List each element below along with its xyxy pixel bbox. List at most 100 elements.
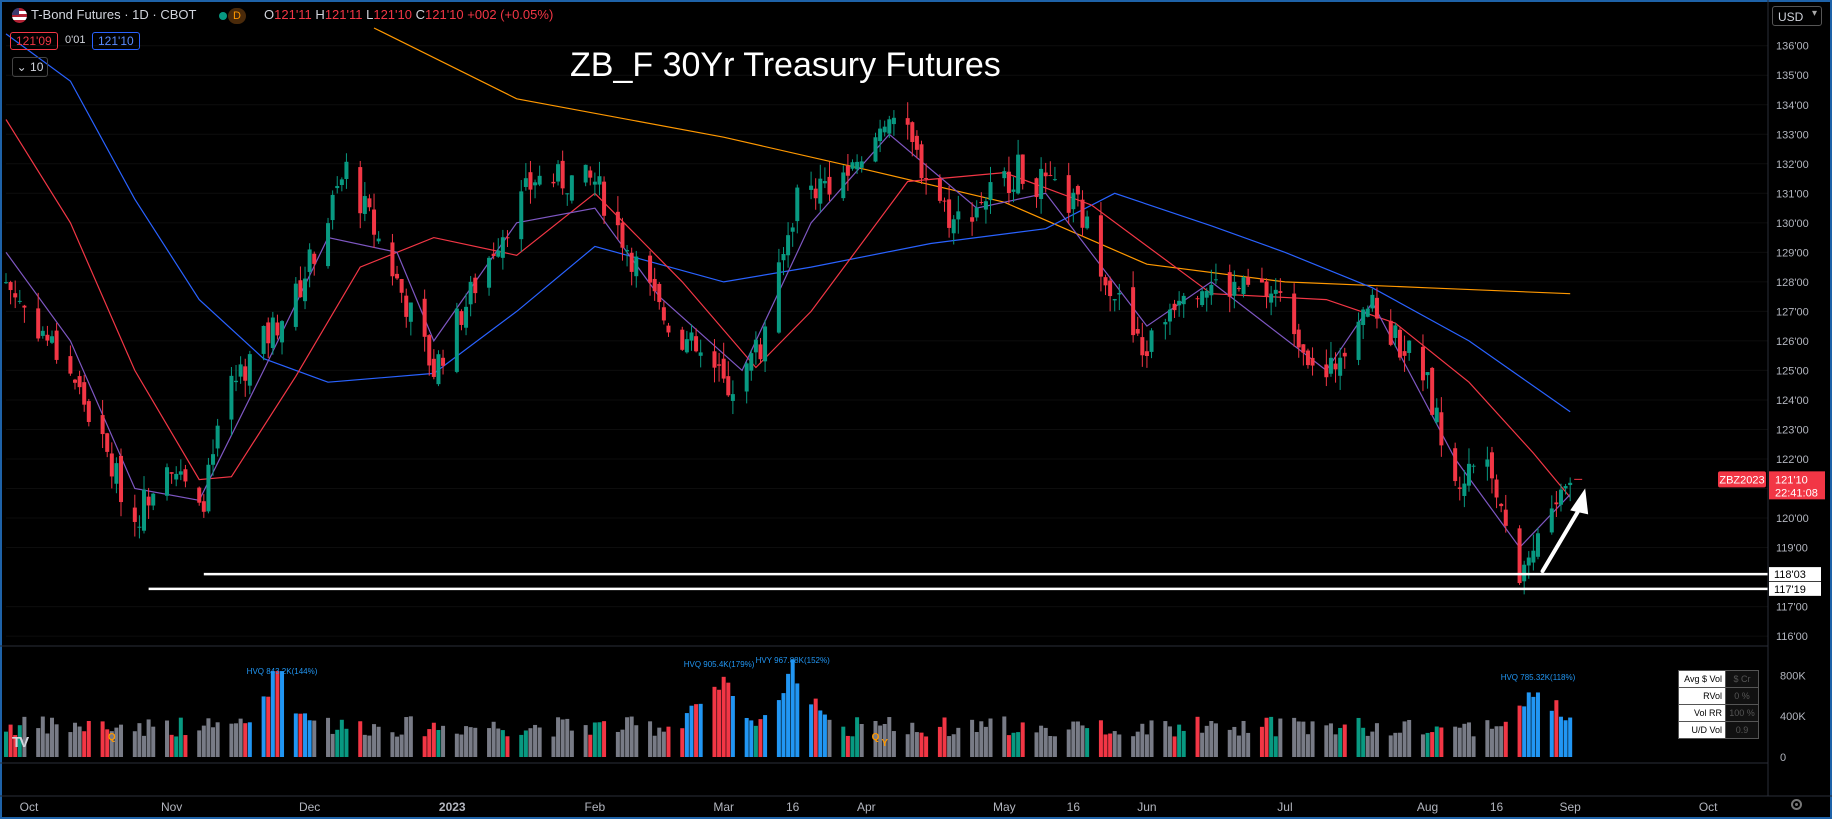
candle-body: [1172, 303, 1177, 311]
volume-bar: [1112, 731, 1117, 757]
candle-body: [813, 188, 818, 199]
volume-bar: [86, 720, 91, 757]
volume-bar: [1388, 735, 1393, 757]
stat-value: 0.9: [1725, 721, 1759, 739]
candle-body: [1471, 465, 1476, 467]
candle-body: [1439, 412, 1444, 446]
volume-bar: [583, 725, 588, 757]
volume-bar: [1039, 725, 1044, 757]
candle-body: [1278, 291, 1283, 293]
indicators-toggle-button[interactable]: ⌄ 10: [12, 57, 48, 77]
volume-bar: [1269, 716, 1274, 757]
volume-bar: [45, 733, 50, 757]
volume-bar: [588, 734, 593, 757]
stat-label: Avg $ Vol: [1678, 670, 1726, 688]
candle-body: [786, 235, 791, 256]
sell-price-button[interactable]: 121'09: [10, 32, 58, 50]
volume-bar: [905, 734, 910, 757]
candle-body: [215, 425, 220, 449]
volume-bar: [339, 719, 344, 757]
market-status-icon: [219, 12, 227, 20]
volume-bar: [1462, 723, 1467, 757]
candle-body: [1066, 175, 1071, 213]
countdown-label: 22:41:08: [1775, 487, 1818, 499]
volume-bar: [238, 718, 243, 757]
volume-bar: [666, 726, 671, 757]
volume-bar: [1568, 717, 1573, 757]
volume-bar: [822, 714, 827, 757]
gear-icon[interactable]: [1791, 799, 1802, 810]
candle-body: [533, 182, 538, 186]
moving-average-lines: [5, 27, 1571, 549]
candle-body: [569, 175, 574, 201]
candle-body: [1434, 407, 1439, 423]
volume-bar: [1172, 736, 1177, 757]
candle-body: [942, 200, 947, 202]
candle-body: [1485, 459, 1490, 467]
volume-bar: [1052, 736, 1057, 757]
candle-body: [979, 202, 984, 204]
ohlc-readout: O121'11 H121'11 L121'10 C121'10 +002 (+0…: [264, 7, 553, 22]
candle-body: [395, 273, 400, 279]
volume-bar: [142, 735, 147, 757]
buy-price-button[interactable]: 121'10: [92, 32, 140, 50]
candle-body: [165, 467, 170, 496]
volume-bar: [266, 696, 271, 757]
candle-body: [1466, 463, 1471, 486]
candle-body: [298, 280, 303, 298]
volume-bar: [1439, 727, 1444, 757]
volume-bar: [408, 716, 413, 757]
time-tick-label: May: [993, 800, 1016, 814]
candle-body: [367, 198, 372, 208]
volume-bar: [924, 736, 929, 757]
candle-body: [1499, 503, 1504, 507]
candle-body: [905, 118, 910, 125]
candle-body: [390, 242, 395, 277]
price-tick-label: 116'00: [1776, 631, 1808, 643]
volume-bar: [763, 715, 768, 757]
spread-value: 0'01: [65, 34, 86, 46]
volume-bar: [730, 696, 735, 757]
volume-bar: [436, 729, 441, 757]
candle-body: [523, 178, 528, 187]
volume-bar: [431, 722, 436, 757]
volume-bar: [1503, 721, 1508, 757]
ohlc-open-value: 121'11: [274, 7, 312, 22]
candle-body: [1140, 337, 1145, 356]
candle-body: [947, 199, 952, 228]
candle-body: [178, 471, 183, 475]
tradingview-logo[interactable]: TV: [12, 734, 29, 751]
candle-body: [620, 222, 625, 248]
timeframe-badge[interactable]: D: [228, 8, 246, 24]
candle-body: [1457, 487, 1462, 489]
price-tick-label: 134'00: [1776, 100, 1809, 112]
volume-bar: [1430, 732, 1435, 757]
volume-bar: [1370, 731, 1375, 757]
candle-body: [491, 253, 496, 257]
volume-bar: [1204, 725, 1209, 757]
stat-label: RVol: [1678, 687, 1726, 705]
volume-bar: [109, 731, 114, 757]
time-tick-label: 16: [1490, 800, 1504, 814]
currency-select[interactable]: USD: [1772, 6, 1822, 26]
candle-body: [13, 293, 18, 298]
candle-body: [312, 253, 317, 264]
volume-bar: [422, 736, 427, 757]
candle-body: [887, 119, 892, 134]
candle-body: [652, 278, 657, 292]
candle-body: [487, 257, 492, 288]
volume-bar: [13, 735, 18, 757]
volume-bar: [1494, 726, 1499, 757]
volume-bar: [1338, 727, 1343, 757]
candle-body: [597, 176, 602, 185]
symbol-title[interactable]: T-Bond Futures · 1D · CBOT: [31, 7, 197, 22]
volume-bar: [1177, 724, 1182, 757]
volume-bar: [1011, 732, 1016, 757]
candle-body: [1144, 351, 1149, 357]
indicators-toggle-count: 10: [30, 60, 44, 74]
candle-body: [1338, 357, 1343, 376]
volume-bar: [1310, 721, 1315, 757]
volume-bar: [169, 734, 174, 757]
price-tick-label: 131'00: [1776, 188, 1809, 200]
